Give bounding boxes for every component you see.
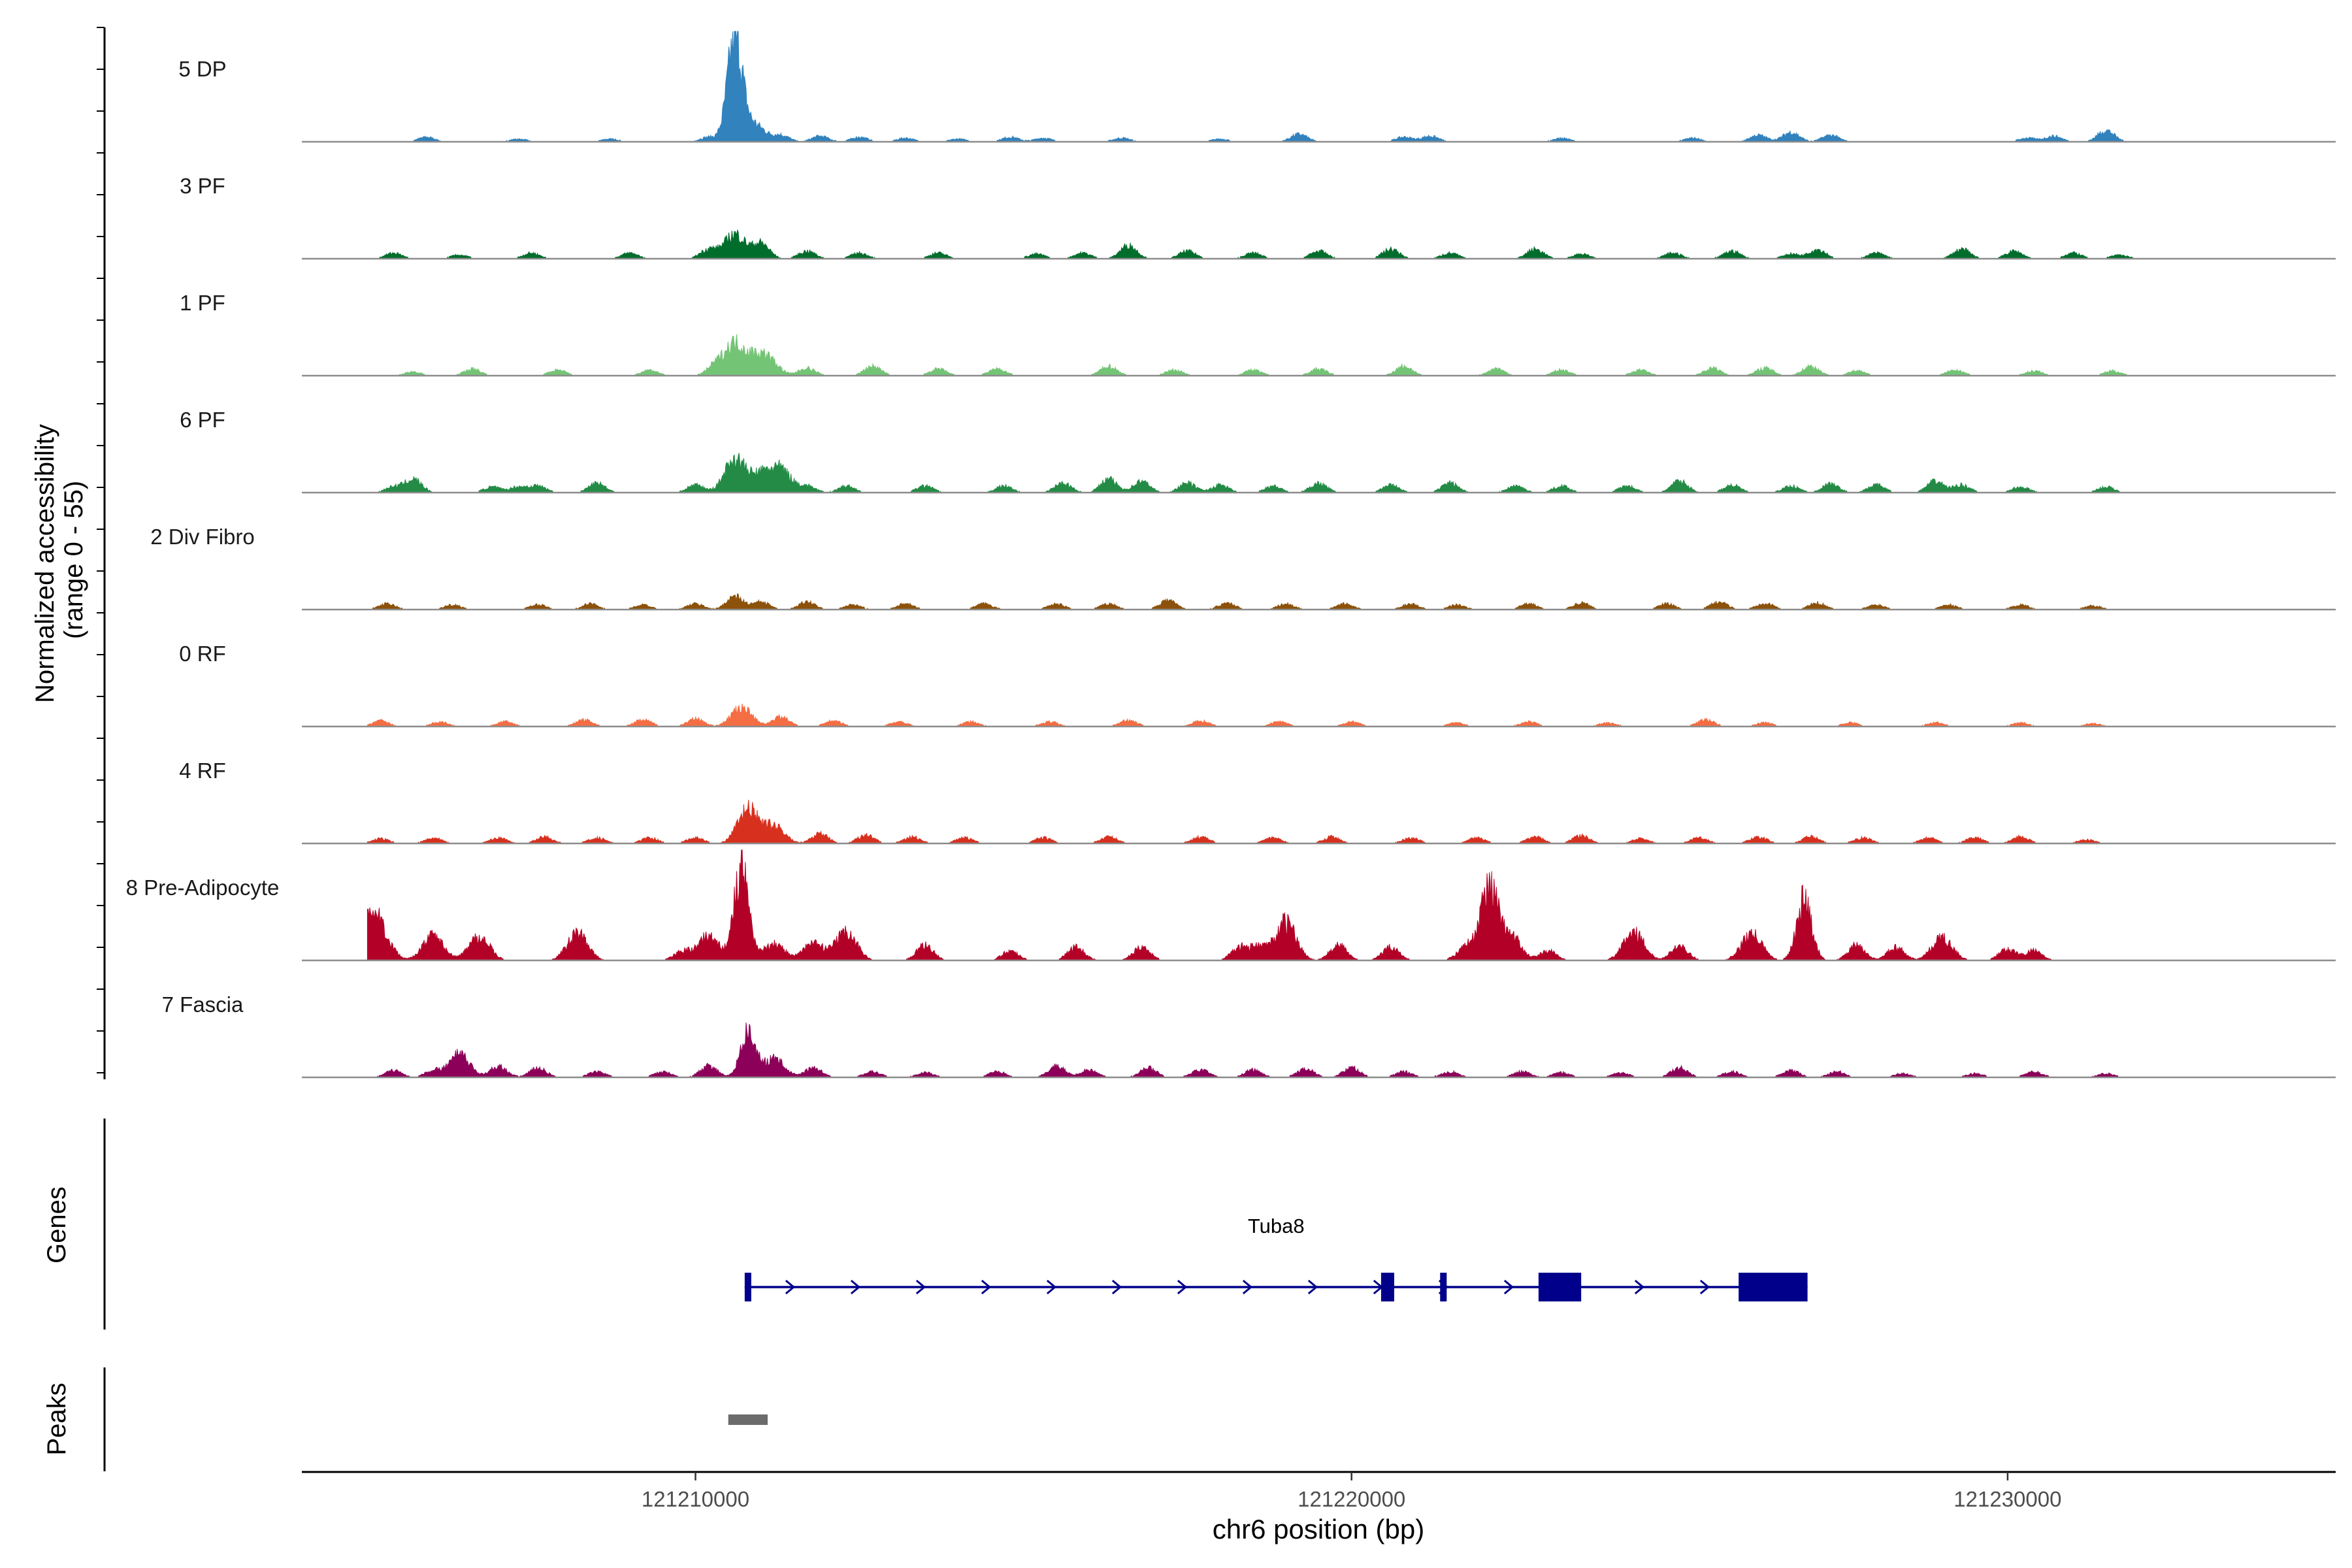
track-label: 7 Fascia bbox=[162, 992, 244, 1017]
strand-arrow-icon bbox=[981, 1279, 992, 1295]
gene-exon bbox=[1380, 1273, 1394, 1301]
peak-regions bbox=[728, 1414, 768, 1425]
track-coverage-area bbox=[367, 1022, 2139, 1079]
x-tick-label: 121210000 bbox=[642, 1487, 749, 1511]
x-axis-title: chr6 position (bp) bbox=[1213, 1514, 1425, 1544]
track-label: 1 PF bbox=[180, 291, 225, 315]
track-label: 3 PF bbox=[180, 174, 225, 198]
strand-arrow-icon bbox=[1503, 1279, 1514, 1295]
genes-panel-title: Genes bbox=[42, 1186, 71, 1264]
strand-arrow-icon bbox=[850, 1279, 861, 1295]
coverage-y-axis-title: Normalized accessibility (range 0 - 55) bbox=[31, 417, 88, 703]
peak-region-bar bbox=[728, 1414, 768, 1425]
track-label: 6 PF bbox=[180, 408, 225, 432]
strand-arrow-icon bbox=[1242, 1279, 1253, 1295]
peaks-panel-title: Peaks bbox=[42, 1382, 71, 1455]
gene-exon bbox=[1440, 1273, 1447, 1301]
track-label: 5 DP bbox=[178, 57, 226, 81]
y-axis-title-line1: Normalized accessibility bbox=[31, 424, 59, 703]
track-4: 6 PF bbox=[180, 408, 2336, 494]
track-3: 1 PF bbox=[180, 291, 2336, 377]
track-label: 8 Pre-Adipocyte bbox=[126, 875, 280, 900]
x-axis-ticks: 121210000 121220000 121230000 bbox=[642, 1472, 2061, 1511]
gene-exon bbox=[1538, 1273, 1582, 1301]
gene-exon bbox=[1739, 1273, 1808, 1301]
track-8: 8 Pre-Adipocyte bbox=[126, 849, 2336, 962]
track-5: 2 Div Fibro bbox=[150, 525, 2336, 611]
track-7: 4 RF bbox=[179, 759, 2336, 845]
y-axis-title-line2: (range 0 - 55) bbox=[59, 481, 88, 639]
x-tick-label: 121220000 bbox=[1298, 1487, 1405, 1511]
strand-arrow-icon bbox=[1111, 1279, 1122, 1295]
gene-model bbox=[744, 1273, 1808, 1301]
track-label: 4 RF bbox=[179, 759, 226, 783]
strand-arrow-icon bbox=[915, 1279, 926, 1295]
track-2: 3 PF bbox=[180, 174, 2336, 260]
strand-arrow-icon bbox=[785, 1279, 796, 1295]
track-1: 5 DP bbox=[178, 31, 2336, 143]
strand-arrow-icon bbox=[1046, 1279, 1057, 1295]
strand-arrow-icon bbox=[1307, 1279, 1318, 1295]
coverage-tracks: 5 DP 3 PF 1 PF 6 PF 2 Div Fibro 0 RF 4 RF 8 Pre… bbox=[126, 31, 2336, 1079]
track-6: 0 RF bbox=[179, 642, 2336, 728]
track-label: 2 Div Fibro bbox=[150, 525, 255, 549]
strand-arrow-icon bbox=[1699, 1279, 1710, 1295]
strand-arrow-icon bbox=[1634, 1279, 1645, 1295]
track-9: 7 Fascia bbox=[162, 992, 2336, 1079]
x-tick-label: 121230000 bbox=[1953, 1487, 2061, 1511]
gene-name-label: Tuba8 bbox=[1248, 1215, 1305, 1237]
gene-exon bbox=[744, 1273, 751, 1301]
strand-arrow-icon bbox=[1177, 1279, 1188, 1295]
coverage-y-ticks bbox=[97, 27, 105, 1073]
track-label: 0 RF bbox=[179, 642, 226, 666]
